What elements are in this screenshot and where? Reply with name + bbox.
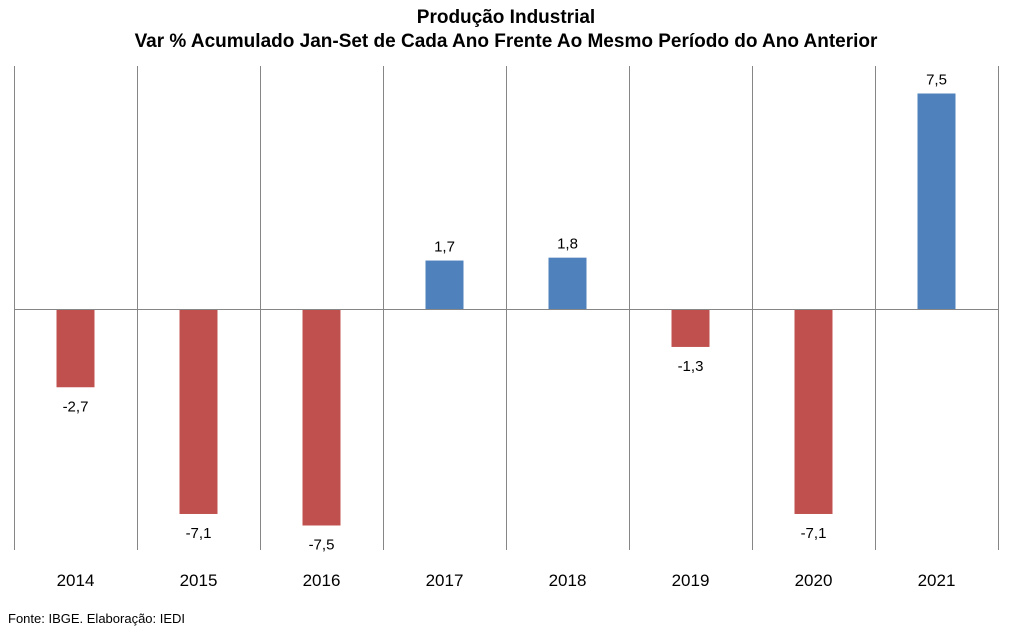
data-label-2015: -7,1: [186, 525, 212, 542]
bar-2014: [56, 309, 95, 388]
bar-2016: [302, 309, 341, 526]
bar-2017: [425, 260, 464, 310]
data-label-2021: 7,5: [926, 72, 947, 89]
x-tick-label-2016: 2016: [303, 571, 341, 590]
bar-2021: [917, 93, 956, 310]
data-label-2020: -7,1: [801, 525, 827, 542]
bar-2015: [179, 309, 218, 514]
source-note: Fonte: IBGE. Elaboração: IEDI: [8, 611, 186, 626]
data-label-2017: 1,7: [434, 239, 455, 256]
data-label-2016: -7,5: [309, 537, 335, 554]
data-label-2018: 1,8: [557, 236, 578, 253]
chart-subtitle: Var % Acumulado Jan-Set de Cada Ano Fren…: [134, 31, 878, 52]
x-tick-label-2021: 2021: [918, 571, 956, 590]
x-tick-label-2014: 2014: [57, 571, 95, 590]
x-tick-label-2015: 2015: [180, 571, 218, 590]
bar-2019: [671, 309, 710, 347]
bar-2018: [548, 257, 587, 310]
bar-2020: [794, 309, 833, 514]
x-tick-label-2019: 2019: [672, 571, 710, 590]
data-label-2019: -1,3: [678, 358, 704, 375]
x-tick-label-2018: 2018: [549, 571, 587, 590]
x-tick-label-2017: 2017: [426, 571, 464, 590]
chart-title-block: Produção Industrial Var % Acumulado Jan-…: [0, 6, 1012, 54]
data-label-2014: -2,7: [63, 398, 89, 415]
chart-title: Produção Industrial: [416, 7, 596, 28]
x-tick-label-2020: 2020: [795, 571, 833, 590]
